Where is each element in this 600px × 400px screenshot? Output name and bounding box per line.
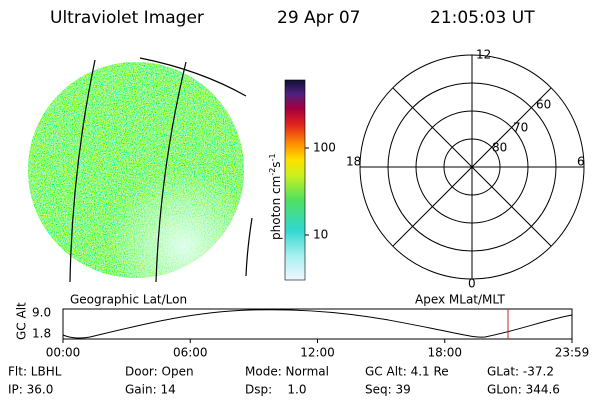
lat-label: 80 <box>492 141 507 155</box>
parallel <box>139 57 247 97</box>
status-field: GLat: -37.2 <box>487 365 554 379</box>
status-field: IP: 36.0 <box>8 383 53 397</box>
altitude-curve <box>62 309 573 339</box>
unit: -2 <box>268 168 277 176</box>
x-tick-label: 18:00 <box>427 346 462 360</box>
hour-label: 18 <box>346 155 361 169</box>
spoke <box>392 87 552 247</box>
meridian <box>245 217 253 277</box>
caption: Geographic Lat/Lon <box>70 293 187 307</box>
lat-label: 60 <box>536 98 551 112</box>
lat-label: 70 <box>513 121 528 135</box>
time: 21:05:03 UT <box>430 8 535 28</box>
hour-label: 6 <box>577 155 585 169</box>
unit: s <box>269 161 283 167</box>
strip-ylabel: GC Alt <box>15 302 29 340</box>
glow <box>28 62 244 278</box>
x-tick-label: 00:00 <box>46 346 81 360</box>
status-field: Mode: Normal <box>245 365 329 379</box>
caption: Apex MLat/MLT <box>415 293 505 307</box>
earth-image <box>28 57 253 283</box>
status-field: Door: Open <box>125 365 194 379</box>
x-tick-label: 12:00 <box>300 346 335 360</box>
grid-lines <box>69 57 253 283</box>
colorbar <box>284 79 306 281</box>
status-field: Gain: 14 <box>125 383 176 397</box>
title: Ultraviolet Imager <box>50 8 204 28</box>
status: Flt: LBHL Door: Open Mode: Normal GC Alt: 4… <box>8 365 560 397</box>
status-field: Dsp: 1.0 <box>245 383 307 397</box>
x-tick-label: 23:59 <box>555 346 590 360</box>
colorbar-unit: photon cm-2s-1 <box>268 153 283 240</box>
unit: -1 <box>268 153 277 161</box>
x-tick-label: 06:00 <box>173 346 208 360</box>
polar-grid <box>359 54 585 280</box>
status-field: Seq: 39 <box>365 383 411 397</box>
hour-label: 12 <box>476 48 491 62</box>
strip-xticks: 00:00 06:00 12:00 18:00 23:59 <box>46 339 590 360</box>
meridian <box>69 59 96 283</box>
unit: photon cm <box>269 176 283 240</box>
colorbar-tick: 10 <box>313 228 328 242</box>
strip-ytick: 1.8 <box>32 327 51 341</box>
strip-ytick: 9.0 <box>32 306 51 320</box>
meridian <box>155 61 187 283</box>
hour-label: 0 <box>468 277 476 291</box>
status-field: GC Alt: 4.1 Re <box>365 365 449 379</box>
date: 29 Apr 07 <box>277 8 360 28</box>
status-field: Flt: LBHL <box>8 365 62 379</box>
colorbar-tick: 100 <box>313 141 336 155</box>
status-field: GLon: 344.6 <box>487 383 560 397</box>
